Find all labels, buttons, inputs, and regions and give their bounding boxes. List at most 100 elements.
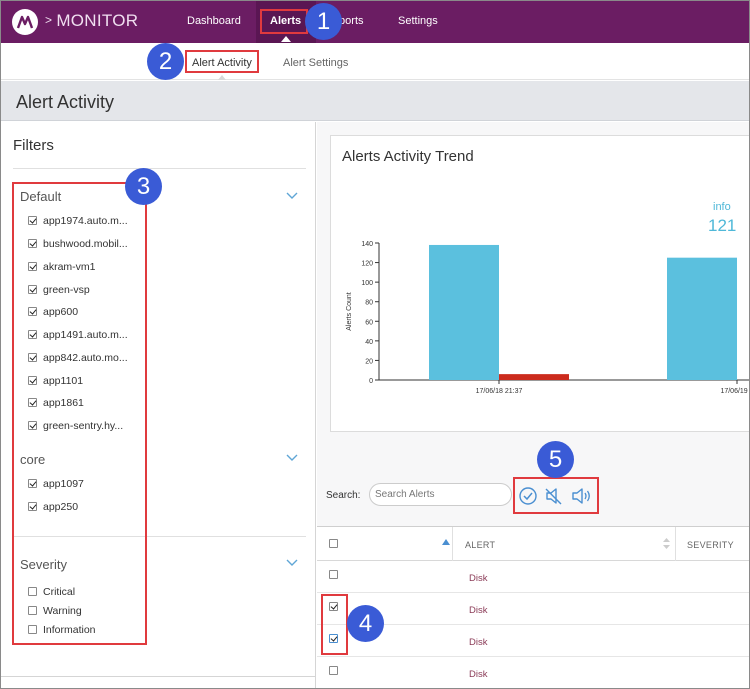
checkbox[interactable] bbox=[28, 329, 37, 339]
row-checkbox[interactable] bbox=[329, 666, 338, 675]
filter-item[interactable]: Warning bbox=[28, 605, 82, 619]
callout-badge-2: 2 bbox=[147, 43, 184, 80]
callout-badge-4: 4 bbox=[347, 605, 384, 642]
chart-title: Alerts Activity Trend bbox=[342, 148, 474, 165]
search-label: Search: bbox=[326, 490, 361, 501]
filter-item[interactable]: Information bbox=[28, 624, 96, 638]
x-tick-label: 17/06/18 21:37 bbox=[476, 388, 523, 395]
select-all-checkbox[interactable] bbox=[329, 539, 338, 548]
sound-icon[interactable] bbox=[570, 485, 592, 507]
column-header-severity[interactable]: SEVERITY bbox=[687, 540, 734, 550]
filter-item[interactable]: app600 bbox=[28, 306, 78, 320]
filter-item[interactable]: akram-vm1 bbox=[28, 261, 96, 275]
info-series-count: 121 bbox=[708, 216, 737, 235]
checkbox[interactable] bbox=[28, 478, 37, 488]
x-tick-label: 17/06/19 0 bbox=[720, 388, 750, 395]
filter-item[interactable]: app842.auto.mo... bbox=[28, 352, 128, 366]
checkbox[interactable] bbox=[28, 420, 37, 430]
mute-icon[interactable] bbox=[543, 485, 565, 507]
checkbox[interactable] bbox=[28, 284, 37, 294]
filter-item[interactable]: bushwood.mobil... bbox=[28, 238, 128, 252]
nav-dashboard[interactable]: Dashboard bbox=[187, 15, 241, 27]
checkbox[interactable] bbox=[28, 605, 37, 615]
checkbox[interactable] bbox=[28, 215, 37, 225]
filter-item[interactable]: app1491.auto.m... bbox=[28, 329, 128, 343]
callout-badge-3: 3 bbox=[125, 168, 162, 205]
sort-asc-icon[interactable] bbox=[442, 539, 450, 545]
y-tick-label: 80 bbox=[365, 300, 373, 307]
y-tick-label: 60 bbox=[365, 319, 373, 326]
y-tick-label: 0 bbox=[369, 378, 373, 385]
checkbox[interactable] bbox=[28, 501, 37, 511]
table-row[interactable]: Disk bbox=[317, 657, 750, 689]
bar-series-1 bbox=[499, 374, 569, 380]
subnav-alert-settings[interactable]: Alert Settings bbox=[283, 57, 349, 69]
subnav-caret-icon bbox=[218, 75, 226, 80]
page-title: Alert Activity bbox=[16, 92, 115, 112]
bar-info bbox=[667, 257, 737, 380]
checkbox[interactable] bbox=[28, 397, 37, 407]
brand-chevron-icon: > bbox=[45, 13, 53, 27]
row-checkbox[interactable] bbox=[329, 602, 338, 611]
logo-icon[interactable] bbox=[12, 9, 38, 35]
checkbox[interactable] bbox=[28, 306, 37, 316]
filter-item[interactable]: app250 bbox=[28, 501, 78, 515]
chevron-down-icon[interactable] bbox=[286, 192, 298, 200]
alert-cell[interactable]: Disk bbox=[469, 637, 488, 648]
filter-item[interactable]: app1861 bbox=[28, 397, 84, 411]
filter-group-severity-title[interactable]: Severity bbox=[20, 557, 67, 572]
callout-badge-5: 5 bbox=[537, 441, 574, 478]
callout-badge-1: 1 bbox=[305, 3, 342, 40]
column-divider bbox=[452, 527, 453, 561]
subnav-alert-activity[interactable]: Alert Activity bbox=[192, 57, 252, 69]
table-row[interactable]: Disk bbox=[317, 593, 750, 625]
alert-cell[interactable]: Disk bbox=[469, 573, 488, 584]
row-checkbox[interactable] bbox=[329, 570, 338, 579]
y-tick-label: 120 bbox=[361, 261, 373, 268]
nav-settings[interactable]: Settings bbox=[398, 15, 438, 27]
alert-cell[interactable]: Disk bbox=[469, 669, 488, 680]
chevron-down-icon[interactable] bbox=[286, 454, 298, 462]
filter-group-default-title[interactable]: Default bbox=[20, 189, 62, 204]
y-tick-label: 20 bbox=[365, 358, 373, 365]
alert-cell[interactable]: Disk bbox=[469, 605, 488, 616]
brand-title: > MONITOR bbox=[45, 11, 139, 30]
bar-info bbox=[429, 244, 499, 380]
y-tick-label: 40 bbox=[365, 339, 373, 346]
nav-caret-icon bbox=[281, 36, 291, 42]
info-series-label: info bbox=[713, 201, 731, 213]
divider bbox=[13, 168, 306, 169]
row-checkbox[interactable] bbox=[329, 634, 338, 643]
column-header-alert[interactable]: ALERT bbox=[465, 540, 496, 550]
filters-title: Filters bbox=[13, 137, 54, 154]
nav-alerts[interactable]: Alerts bbox=[270, 15, 302, 27]
checkbox[interactable] bbox=[28, 238, 37, 248]
filter-item[interactable]: green-sentry.hy... bbox=[28, 420, 123, 434]
check-circle-icon[interactable] bbox=[517, 485, 539, 507]
filters-panel: Filters Default app1974.auto.m... bushwo… bbox=[0, 122, 316, 689]
checkbox[interactable] bbox=[28, 261, 37, 271]
chevron-down-icon[interactable] bbox=[286, 559, 298, 567]
alerts-trend-chart-card: Alerts Activity Trend info 121 0 20 40 60 80… bbox=[330, 135, 750, 432]
checkbox[interactable] bbox=[28, 624, 37, 634]
checkbox[interactable] bbox=[28, 375, 37, 385]
table-header: ALERT SEVERITY bbox=[317, 527, 750, 561]
filter-item[interactable]: green-vsp bbox=[28, 284, 90, 298]
top-nav-bar: > MONITOR Dashboard Alerts Reports Settin… bbox=[0, 0, 750, 43]
alerts-table: ALERT SEVERITY Disk Disk Disk Disk bbox=[317, 526, 750, 689]
divider bbox=[13, 536, 306, 537]
filter-item[interactable]: app1097 bbox=[28, 478, 84, 492]
table-row[interactable]: Disk bbox=[317, 625, 750, 657]
filter-item[interactable]: app1101 bbox=[28, 375, 83, 389]
y-tick-label: 140 bbox=[361, 241, 373, 248]
filter-group-core-title[interactable]: core bbox=[20, 452, 46, 467]
search-input[interactable]: Search Alerts bbox=[369, 483, 512, 506]
y-axis-label: Alerts Count bbox=[346, 292, 353, 331]
filter-item[interactable]: app1974.auto.m... bbox=[28, 215, 128, 229]
sort-icon[interactable] bbox=[663, 538, 670, 549]
checkbox[interactable] bbox=[28, 586, 37, 596]
filter-item[interactable]: Critical bbox=[28, 586, 75, 600]
checkbox[interactable] bbox=[28, 352, 37, 362]
divider bbox=[0, 676, 316, 677]
table-row[interactable]: Disk bbox=[317, 561, 750, 593]
